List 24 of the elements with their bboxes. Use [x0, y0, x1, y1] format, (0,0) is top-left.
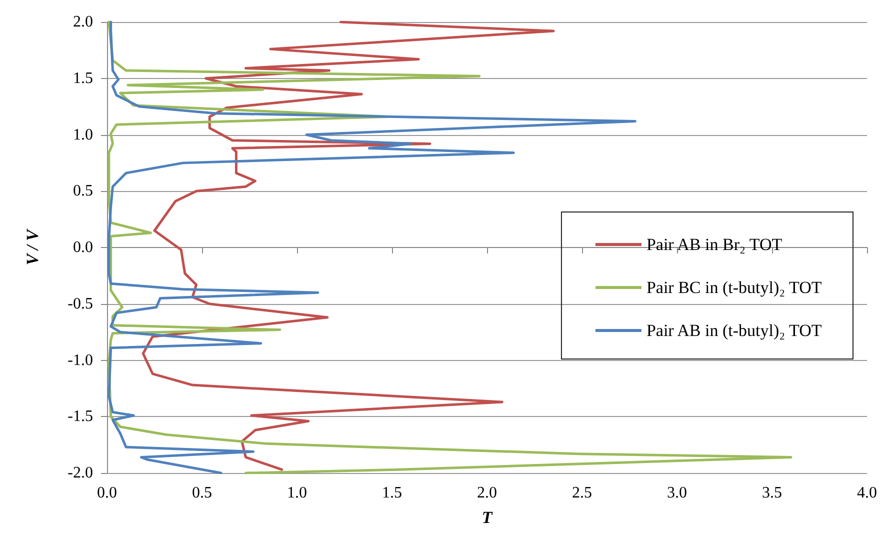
x-tick-label: 1.5: [382, 484, 402, 502]
legend-label: Pair BC in (t-butyl)₂ TOT: [646, 278, 822, 297]
legend-label: Pair AB in (t-butyl)₂ TOT: [646, 321, 822, 340]
x-tick-label: 2.5: [572, 484, 592, 502]
y-tick-label: 1.5: [73, 70, 93, 87]
y-tick-label: -2.0: [68, 464, 93, 482]
y-tick-label: 0.5: [73, 182, 93, 200]
x-axis-title: T: [482, 508, 493, 527]
y-tick-label: -1.5: [68, 408, 93, 426]
line-series: [142, 20, 555, 471]
x-tick-label: 0.0: [97, 484, 117, 502]
y-tick-label: 2.0: [73, 14, 93, 30]
x-tick-label: 0.5: [192, 484, 212, 502]
legend-label: Pair AB in Br₂ TOT: [646, 235, 783, 254]
x-tick-label: 3.5: [762, 484, 782, 502]
y-tick-label: 0.0: [73, 239, 93, 256]
y-axis-title: V / V: [23, 228, 42, 266]
x-tick-label: 4.0: [857, 484, 877, 502]
y-tick-label: -1.0: [68, 352, 93, 369]
y-tick-label: 1.0: [73, 126, 93, 144]
x-tick-label: 2.0: [477, 484, 497, 502]
x-tick-label: 1.0: [287, 484, 307, 502]
y-tick-label: -0.5: [68, 295, 93, 312]
x-tick-label: 3.0: [667, 484, 687, 502]
